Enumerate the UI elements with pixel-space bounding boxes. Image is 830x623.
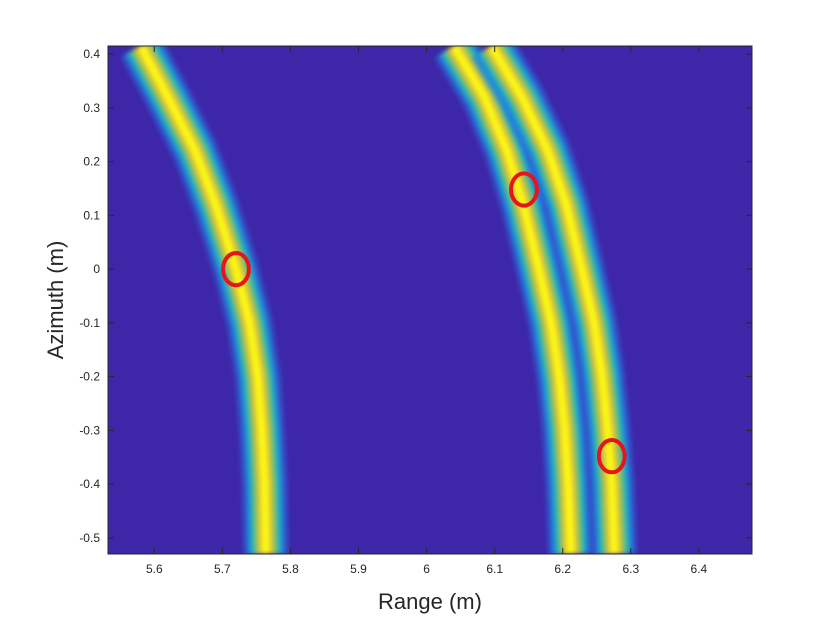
plot-background [108,46,752,554]
x-tick-label: 6.1 [486,562,503,576]
range-curves [120,46,638,554]
y-tick-label: -0.4 [79,477,100,491]
x-tick-label: 5.8 [282,562,299,576]
range-curve-2 [434,46,594,554]
y-axis-ticks: 0.4 0.3 0.2 0.1 0 -0.1 -0.2 -0.3 -0.4 -0.5 [79,47,752,545]
x-tick-label: 6 [423,562,430,576]
y-tick-label: 0.2 [83,155,100,169]
target-marker-1 [221,250,251,288]
target-markers [221,171,627,475]
x-tick-label: 6.4 [691,562,708,576]
y-tick-label: 0.4 [83,47,100,61]
y-tick-label: -0.3 [79,423,100,437]
y-tick-label: -0.5 [79,531,100,545]
x-axis-ticks: 5.6 5.7 5.8 5.9 6 6.1 6.2 6.3 6.4 [146,46,708,576]
y-tick-label: 0.1 [83,208,100,222]
y-axis-label: Azimuth (m) [43,241,68,360]
y-tick-label: 0.3 [83,101,100,115]
target-marker-2 [509,171,539,208]
x-axis-label: Range (m) [378,589,482,614]
x-tick-label: 6.3 [622,562,639,576]
x-tick-label: 5.6 [146,562,163,576]
y-tick-label: 0 [93,262,100,276]
y-tick-label: -0.2 [79,370,100,384]
y-tick-label: -0.1 [79,316,100,330]
x-tick-label: 6.2 [554,562,571,576]
x-tick-label: 5.7 [214,562,231,576]
range-curve-1 [120,46,289,554]
x-tick-label: 5.9 [350,562,367,576]
target-marker-3 [596,438,627,475]
plot-frame [107,45,753,555]
range-curve-3 [471,46,638,554]
